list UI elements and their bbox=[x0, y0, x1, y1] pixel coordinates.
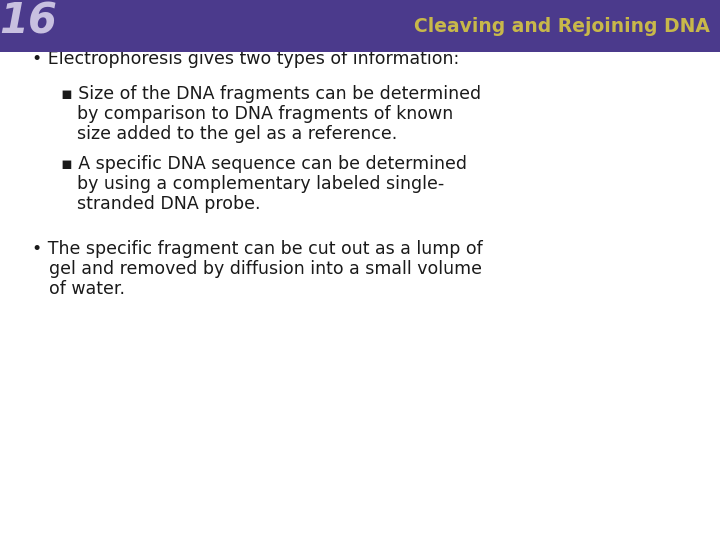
Text: of water.: of water. bbox=[49, 280, 125, 298]
Text: by comparison to DNA fragments of known: by comparison to DNA fragments of known bbox=[77, 105, 454, 123]
Text: stranded DNA probe.: stranded DNA probe. bbox=[77, 195, 261, 213]
Text: Cleaving and Rejoining DNA: Cleaving and Rejoining DNA bbox=[414, 17, 710, 36]
Text: gel and removed by diffusion into a small volume: gel and removed by diffusion into a smal… bbox=[49, 260, 482, 278]
Text: • The specific fragment can be cut out as a lump of: • The specific fragment can be cut out a… bbox=[32, 240, 483, 258]
Text: by using a complementary labeled single-: by using a complementary labeled single- bbox=[77, 175, 444, 193]
Text: size added to the gel as a reference.: size added to the gel as a reference. bbox=[77, 125, 397, 143]
Text: • Electrophoresis gives two types of information:: • Electrophoresis gives two types of inf… bbox=[32, 50, 459, 68]
Text: ▪ Size of the DNA fragments can be determined: ▪ Size of the DNA fragments can be deter… bbox=[61, 85, 482, 103]
Bar bbox=[0, 0, 720, 52]
Text: ▪ A specific DNA sequence can be determined: ▪ A specific DNA sequence can be determi… bbox=[61, 155, 467, 173]
Text: 16: 16 bbox=[0, 1, 57, 43]
